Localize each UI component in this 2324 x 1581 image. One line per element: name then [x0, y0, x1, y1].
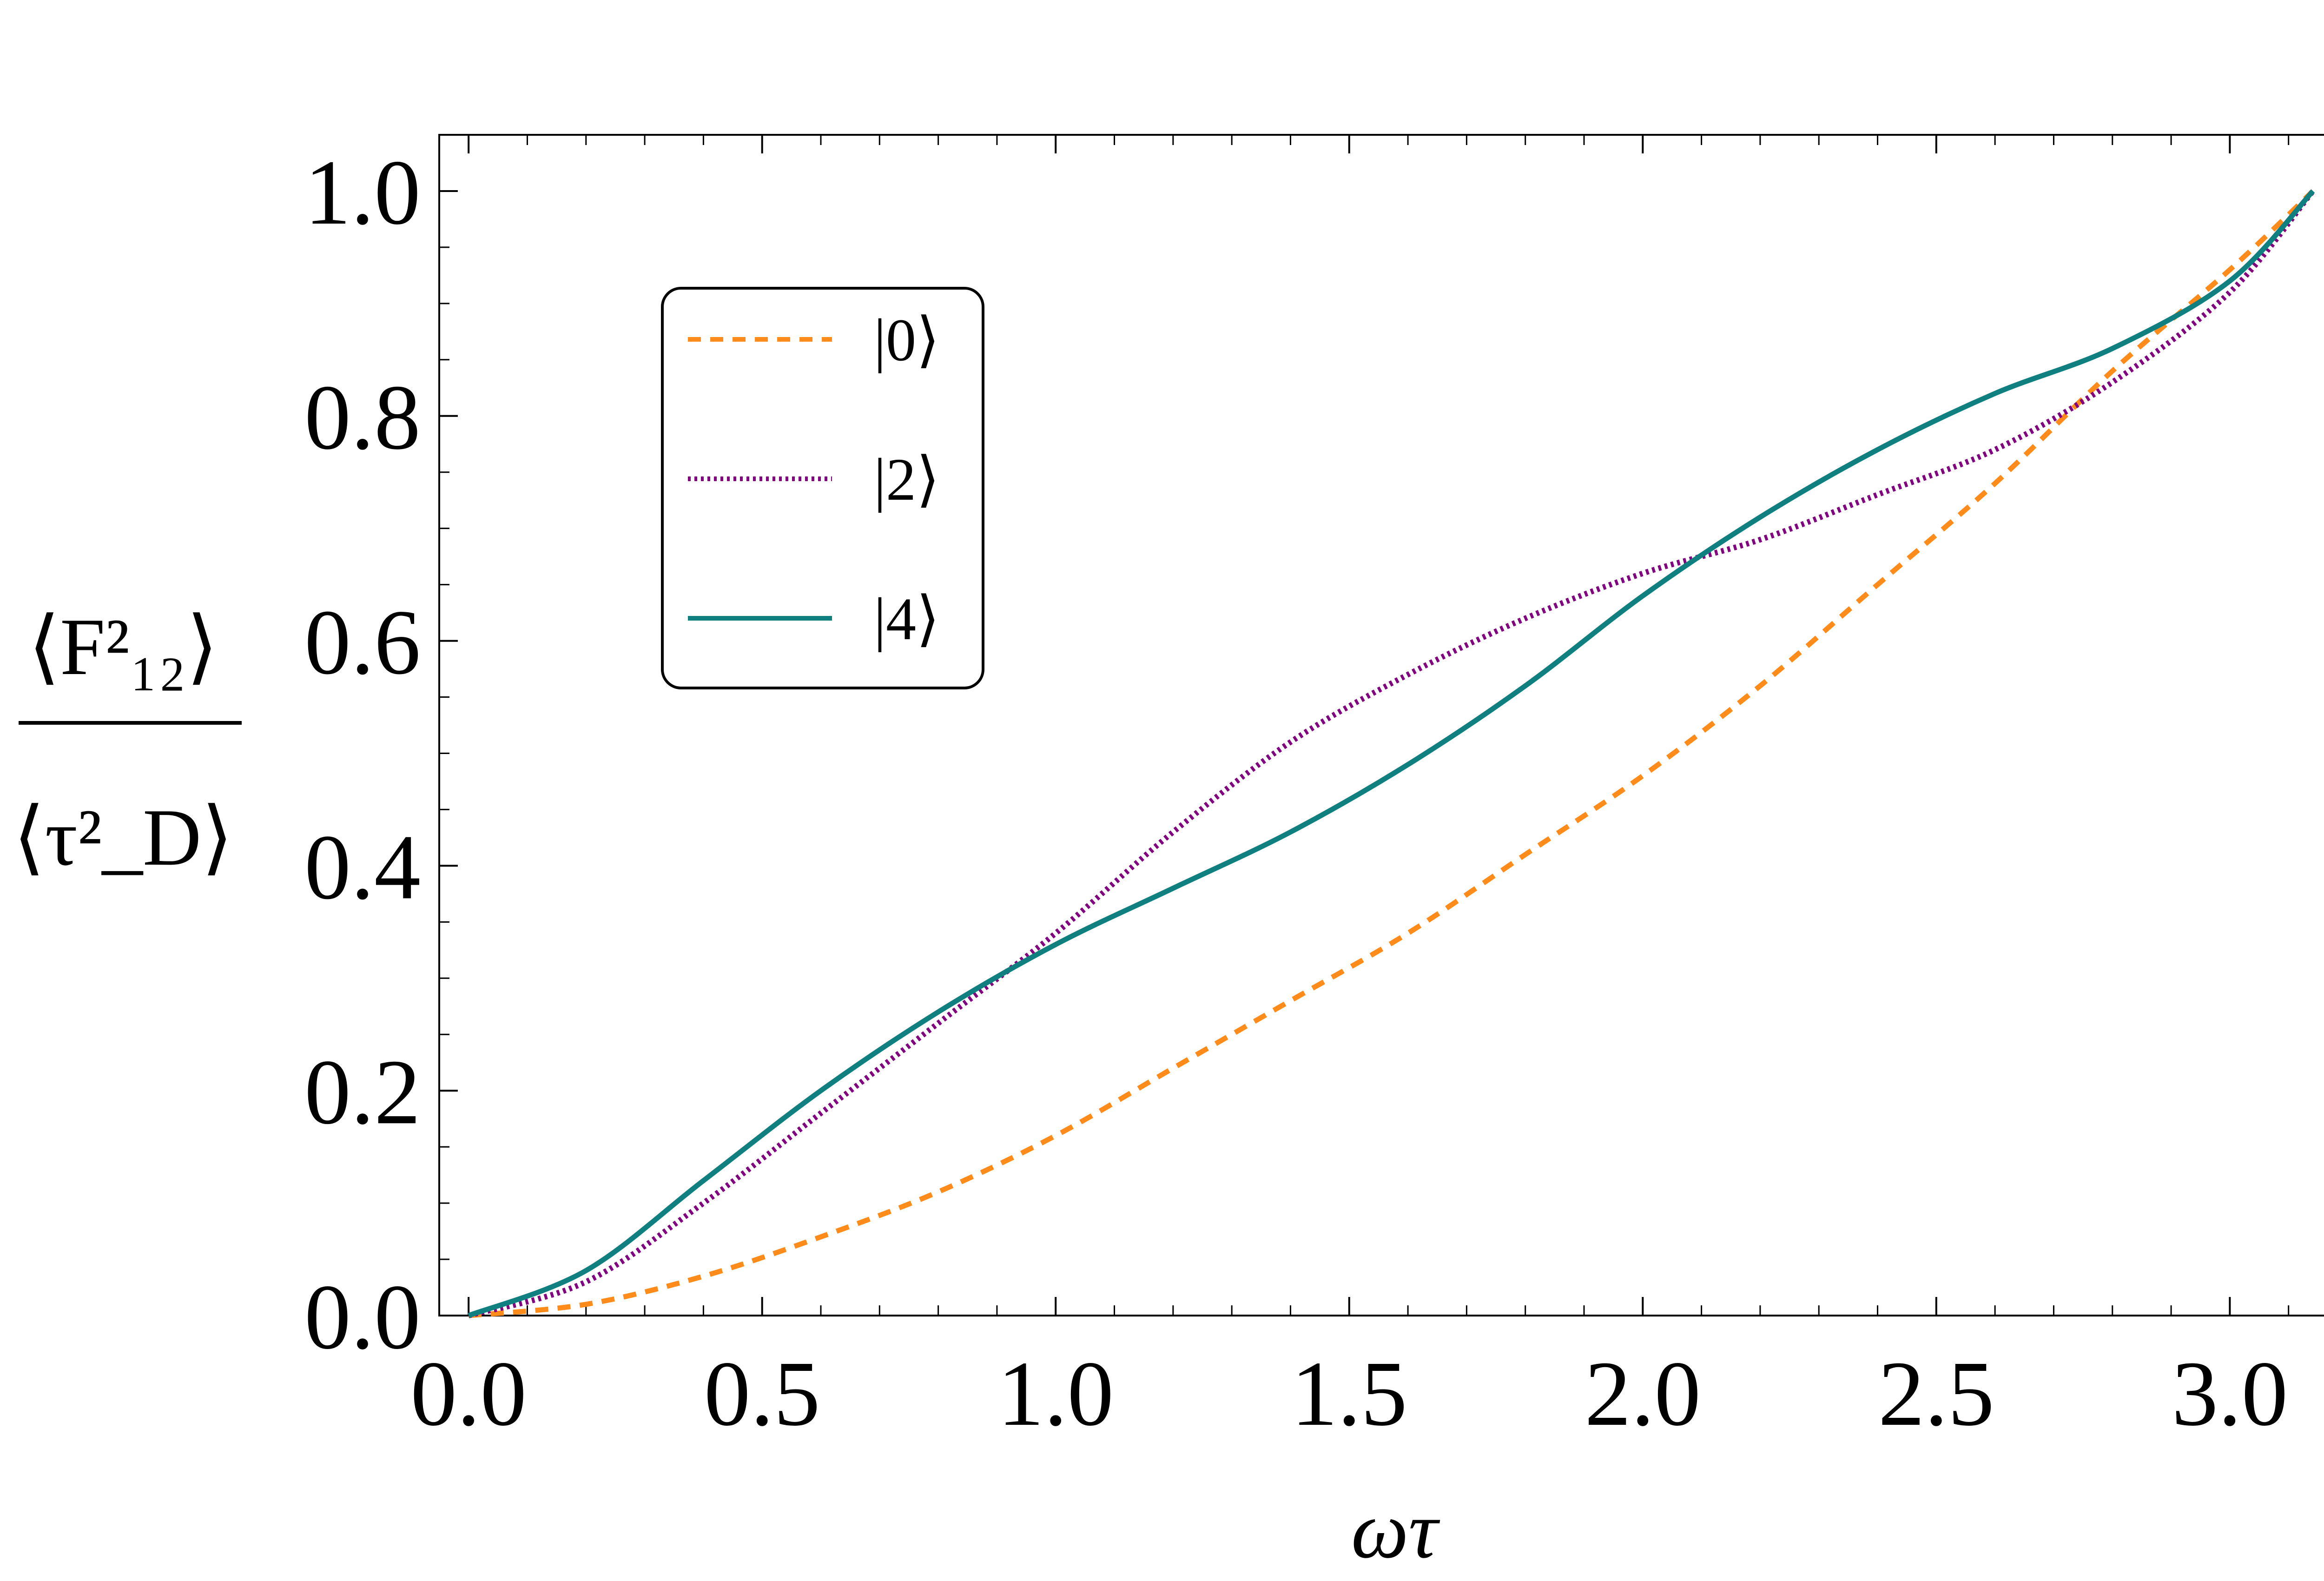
x-tick-label: 1.0: [997, 1343, 1114, 1445]
x-tick-label: 2.0: [1585, 1343, 1701, 1445]
series-line-n0: [468, 189, 2315, 1318]
x-tick-label: 2.5: [1878, 1343, 1994, 1445]
legend-label-n2: |2⟩: [874, 446, 940, 513]
tick-labels: 0.0 0.5 1.0 1.5 2.0 2.5 3.0 0.0 0.2 0.4 0.6 0.8 1.0: [304, 141, 2288, 1445]
x-axis-label: ωτ: [1351, 1485, 1440, 1575]
series-layer: [468, 189, 2315, 1318]
legend-entry-n2: |2⟩: [688, 446, 940, 513]
x-tick-label: 0.0: [410, 1343, 527, 1445]
x-tick-label: 0.5: [704, 1343, 820, 1445]
legend-entry-n0: |0⟩: [688, 307, 940, 374]
legend-label-n0: |0⟩: [874, 307, 940, 374]
x-tick-label: 3.0: [2172, 1343, 2288, 1445]
y-tick-label: 0.6: [304, 591, 421, 694]
legend-label-n4: |4⟩: [874, 586, 940, 653]
series-line-n4: [468, 189, 2315, 1318]
y-tick-label: 0.4: [304, 816, 421, 919]
minor-ticks: [439, 134, 2290, 1316]
series-line-n2: [468, 189, 2315, 1318]
y-label-denominator: ⟨τ²_D⟩: [13, 792, 233, 882]
major-ticks: [439, 135, 2231, 1316]
legend-box: [661, 287, 984, 689]
y-axis-label: ⟨F²₁₂⟩ ⟨τ²_D⟩: [13, 602, 242, 882]
legend: |0⟩ |2⟩ |4⟩: [661, 287, 984, 689]
legend-entry-n4: |4⟩: [688, 586, 940, 653]
y-tick-label: 0.8: [304, 366, 421, 469]
y-tick-label: 1.0: [304, 141, 421, 244]
y-tick-label: 0.2: [304, 1041, 421, 1144]
y-label-numerator: ⟨F²₁₂⟩: [28, 602, 218, 692]
y-tick-label: 0.0: [304, 1266, 421, 1369]
x-tick-label: 1.5: [1291, 1343, 1407, 1445]
